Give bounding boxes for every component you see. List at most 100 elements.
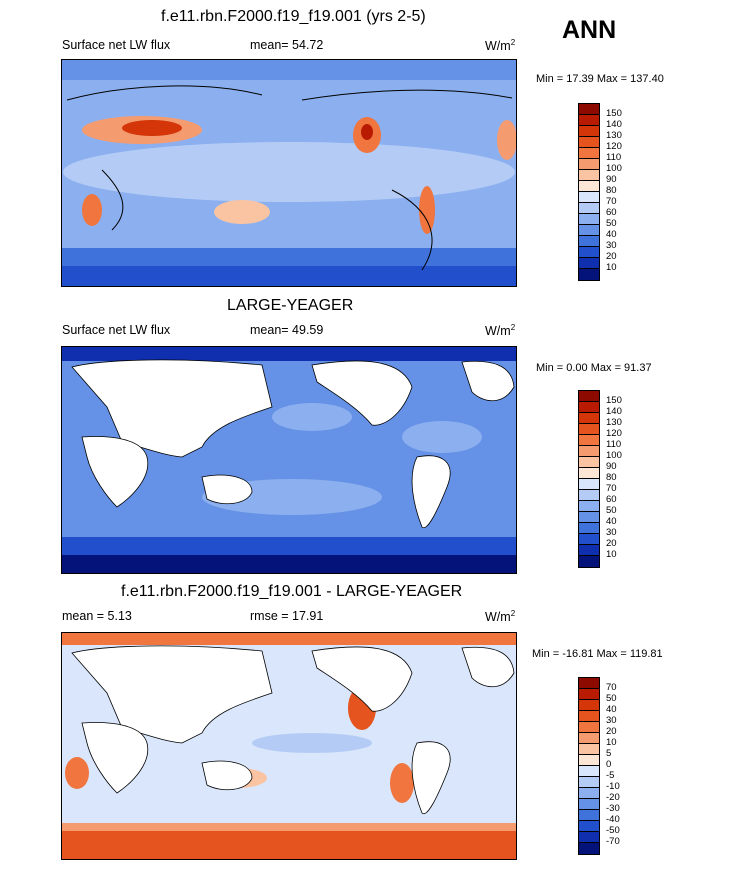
colorbar-box: [579, 446, 599, 457]
colorbar-box: [579, 402, 599, 413]
colorbar-tick-label: 80: [606, 472, 617, 483]
colorbar-box: [579, 678, 599, 689]
panel1-colorbar: [578, 103, 600, 281]
colorbar-box: [579, 203, 599, 214]
colorbar-box: [579, 722, 599, 733]
panel3-map: [61, 632, 517, 860]
colorbar-tick-label: -20: [606, 792, 620, 803]
colorbar-box: [579, 501, 599, 512]
colorbar-tick-label: 100: [606, 163, 622, 174]
colorbar-box: [579, 711, 599, 722]
colorbar-box: [579, 534, 599, 545]
colorbar-box: [579, 556, 599, 567]
panel1-map: [61, 59, 517, 287]
colorbar-tick-label: 80: [606, 185, 617, 196]
colorbar-tick-label: 100: [606, 450, 622, 461]
colorbar-box: [579, 490, 599, 501]
colorbar-tick-label: 10: [606, 549, 617, 560]
colorbar-box: [579, 689, 599, 700]
colorbar-box: [579, 424, 599, 435]
colorbar-tick-label: 20: [606, 251, 617, 262]
colorbar-tick-label: 110: [606, 152, 622, 163]
colorbar-tick-label: 30: [606, 240, 617, 251]
panel3-rmse-label: rmse = 17.91: [250, 609, 324, 623]
colorbar-tick-label: -40: [606, 814, 620, 825]
panel1-left-label: Surface net LW flux: [62, 38, 171, 52]
colorbar-tick-label: 120: [606, 141, 622, 152]
colorbar-box: [579, 435, 599, 446]
colorbar-box: [579, 159, 599, 170]
colorbar-box: [579, 170, 599, 181]
colorbar-tick-label: -70: [606, 836, 620, 847]
colorbar-tick-label: 120: [606, 428, 622, 439]
colorbar-box: [579, 832, 599, 843]
colorbar-tick-label: 0: [606, 759, 612, 770]
colorbar-tick-label: 50: [606, 218, 617, 229]
colorbar-box: [579, 810, 599, 821]
colorbar-tick-label: 10: [606, 262, 617, 273]
colorbar-tick-label: 140: [606, 119, 622, 130]
colorbar-tick-label: 150: [606, 395, 622, 406]
panel2-left-label: Surface net LW flux: [62, 323, 171, 337]
colorbar-tick-label: 60: [606, 207, 617, 218]
colorbar-tick-label: 20: [606, 538, 617, 549]
colorbar-tick-label: 70: [606, 196, 617, 207]
colorbar-tick-label: -10: [606, 781, 620, 792]
colorbar-box: [579, 788, 599, 799]
panel2-colorbar: [578, 390, 600, 568]
colorbar-box: [579, 766, 599, 777]
season-label: ANN: [562, 16, 617, 44]
colorbar-box: [579, 247, 599, 258]
colorbar-tick-label: 140: [606, 406, 622, 417]
colorbar-tick-label: 110: [606, 439, 622, 450]
colorbar-box: [579, 126, 599, 137]
colorbar-tick-label: 40: [606, 704, 617, 715]
colorbar-tick-label: 60: [606, 494, 617, 505]
colorbar-tick-label: 20: [606, 726, 617, 737]
colorbar-tick-label: -30: [606, 803, 620, 814]
colorbar-tick-label: -5: [606, 770, 615, 781]
colorbar-box: [579, 777, 599, 788]
panel3-title: f.e11.rbn.F2000.f19_f19.001 - LARGE-YEAG…: [121, 583, 463, 600]
panel2-title: LARGE-YEAGER: [227, 297, 354, 314]
colorbar-tick-label: 40: [606, 229, 617, 240]
colorbar-tick-label: 30: [606, 527, 617, 538]
colorbar-box: [579, 733, 599, 744]
colorbar-box: [579, 843, 599, 854]
colorbar-tick-label: 90: [606, 174, 617, 185]
panel3-units: W/m2: [485, 609, 516, 625]
colorbar-tick-label: 130: [606, 130, 622, 141]
colorbar-tick-label: 10: [606, 737, 617, 748]
panel3-colorbar: [578, 677, 600, 855]
colorbar-tick-label: 5: [606, 748, 612, 759]
colorbar-box: [579, 821, 599, 832]
panel1-mean-label: mean= 54.72: [250, 38, 324, 52]
colorbar-box: [579, 523, 599, 534]
panel3-minmax: Min = -16.81 Max = 119.81: [532, 648, 663, 660]
colorbar-box: [579, 214, 599, 225]
panel1-units: W/m2: [485, 38, 516, 54]
panel2-mean-label: mean= 49.59: [250, 323, 324, 337]
colorbar-tick-label: 50: [606, 693, 617, 704]
colorbar-box: [579, 148, 599, 159]
colorbar-box: [579, 391, 599, 402]
panel2-map: [61, 346, 517, 574]
colorbar-box: [579, 258, 599, 269]
colorbar-box: [579, 468, 599, 479]
colorbar-box: [579, 755, 599, 766]
colorbar-box: [579, 269, 599, 280]
colorbar-box: [579, 700, 599, 711]
colorbar-box: [579, 512, 599, 523]
colorbar-tick-label: 130: [606, 417, 622, 428]
colorbar-box: [579, 413, 599, 424]
panel2-units: W/m2: [485, 323, 516, 339]
colorbar-box: [579, 479, 599, 490]
colorbar-tick-label: 150: [606, 108, 622, 119]
colorbar-box: [579, 137, 599, 148]
colorbar-box: [579, 181, 599, 192]
colorbar-tick-label: 70: [606, 483, 617, 494]
colorbar-box: [579, 545, 599, 556]
colorbar-box: [579, 236, 599, 247]
colorbar-box: [579, 192, 599, 203]
colorbar-tick-label: 30: [606, 715, 617, 726]
